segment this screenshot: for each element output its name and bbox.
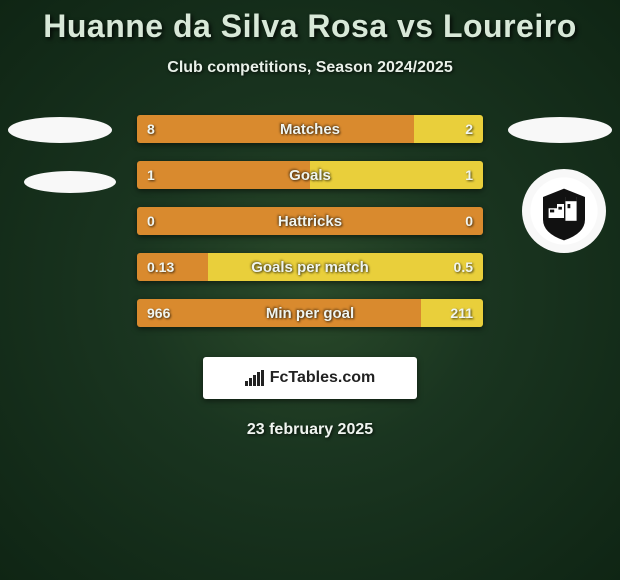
date-text: 23 february 2025 — [0, 421, 620, 439]
subtitle: Club competitions, Season 2024/2025 — [0, 59, 620, 77]
page-title: Huanne da Silva Rosa vs Loureiro — [0, 8, 620, 45]
stats-area: 82Matches 11Goals 00Hattricks 0.130.5Goals … — [0, 115, 620, 327]
brand-badge-content: FcTables.com — [245, 369, 376, 387]
player-left-badge-shape-1 — [8, 117, 112, 143]
brand-badge: FcTables.com — [203, 357, 417, 399]
stat-row: 11Goals — [137, 161, 483, 189]
player-left-badge-shape-2 — [24, 171, 116, 193]
comparison-card: Huanne da Silva Rosa vs Loureiro Club co… — [0, 0, 620, 439]
row-label: Hattricks — [137, 207, 483, 235]
bar-chart-icon — [245, 370, 264, 386]
row-label: Matches — [137, 115, 483, 143]
club-crest-icon — [529, 176, 599, 246]
row-label: Goals — [137, 161, 483, 189]
stat-row: 0.130.5Goals per match — [137, 253, 483, 281]
row-label: Min per goal — [137, 299, 483, 327]
stat-row: 82Matches — [137, 115, 483, 143]
player-right-badge-shape-1 — [508, 117, 612, 143]
row-label: Goals per match — [137, 253, 483, 281]
stat-rows: 82Matches 11Goals 00Hattricks 0.130.5Goals … — [137, 115, 483, 327]
player-right-club-badge — [522, 169, 606, 253]
stat-row: 00Hattricks — [137, 207, 483, 235]
stat-row: 966211Min per goal — [137, 299, 483, 327]
brand-text: FcTables.com — [270, 369, 376, 387]
